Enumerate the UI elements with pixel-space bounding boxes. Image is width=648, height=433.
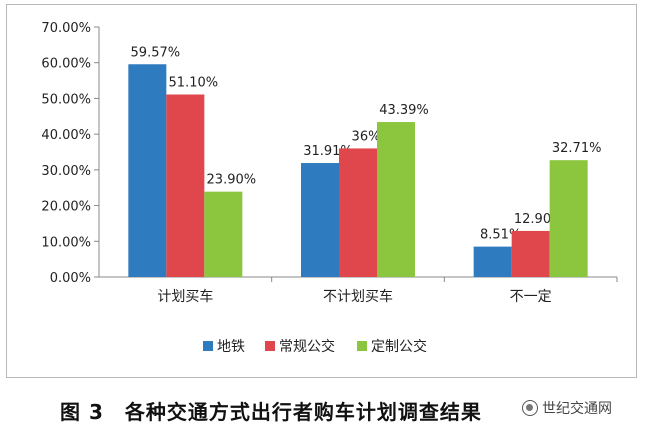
data-label: 51.10%: [169, 76, 219, 91]
bar: [128, 64, 167, 277]
y-tick-label: 20.00%: [41, 200, 91, 215]
legend-swatch: [265, 341, 275, 351]
wechat-icon: [522, 400, 538, 416]
x-category-label: 不一定: [510, 289, 552, 305]
legend-label: 地铁: [217, 339, 245, 355]
bar: [166, 94, 205, 277]
bar: [339, 148, 377, 277]
x-category-label: 不计划买车: [323, 288, 393, 305]
data-label: 8.51%: [480, 228, 521, 243]
y-tick-label: 50.00%: [41, 92, 91, 107]
data-label: 59.57%: [131, 45, 181, 60]
figure-caption: 图 3 各种交通方式出行者购车计划调查结果: [60, 400, 482, 424]
legend-swatch: [203, 341, 213, 351]
bar: [473, 246, 512, 277]
watermark-text: 世纪交通网: [542, 401, 612, 417]
bar: [549, 160, 588, 277]
chart-frame: 0.00% 10.00% 20.00% 30.00% 40.00% 50.00% 60.00…: [6, 4, 637, 378]
watermark: 世纪交通网: [522, 398, 612, 418]
legend-label: 定制公交: [371, 338, 427, 355]
bar: [377, 122, 415, 278]
bar: [204, 191, 243, 277]
legend-swatch: [357, 341, 367, 351]
data-label: 32.71%: [552, 141, 602, 156]
y-tick-label: 0.00%: [50, 271, 91, 286]
y-tick-label: 10.00%: [41, 235, 91, 250]
data-label: 23.90%: [207, 173, 257, 188]
figure-caption-area: 图 3 各种交通方式出行者购车计划调查结果 世纪交通网: [0, 388, 648, 433]
bar: [301, 163, 339, 277]
x-category-label: 计划买车: [157, 288, 213, 305]
data-label: 43.39%: [379, 103, 429, 118]
y-tick-label: 70.00%: [41, 21, 91, 36]
y-tick-label: 40.00%: [41, 128, 91, 143]
bar: [511, 230, 550, 277]
bar-chart: 0.00% 10.00% 20.00% 30.00% 40.00% 50.00% 60.00…: [41, 21, 618, 355]
data-label: 36%: [352, 129, 381, 144]
legend-label: 常规公交: [279, 338, 335, 355]
y-tick-label: 60.00%: [41, 57, 91, 72]
y-tick-label: 30.00%: [41, 164, 91, 179]
